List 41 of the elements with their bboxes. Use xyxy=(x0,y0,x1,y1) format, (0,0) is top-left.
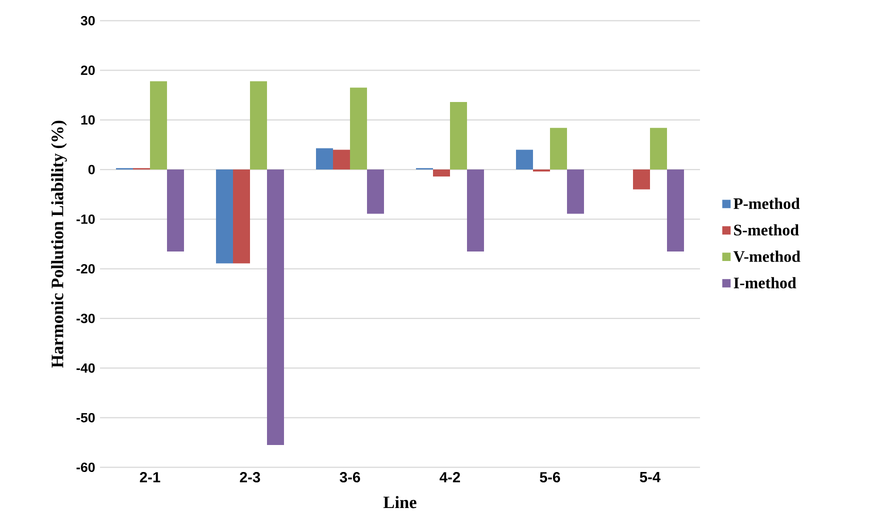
legend-label: V-method xyxy=(733,250,800,262)
legend-label: P-method xyxy=(734,198,800,210)
x-tick-label: 5-4 xyxy=(640,472,661,482)
bar xyxy=(667,170,684,252)
legend-label: I-method xyxy=(734,277,796,288)
bar xyxy=(333,150,350,170)
y-tick-label: 20 xyxy=(80,66,95,76)
bar xyxy=(316,148,334,170)
x-tick-label: 5-6 xyxy=(540,472,560,482)
y-axis-title: Harmonic Pollution Liability (%) xyxy=(51,120,67,368)
y-tick-label: -40 xyxy=(76,363,95,373)
bar xyxy=(350,88,368,170)
legend-label: S-method xyxy=(734,224,799,236)
bar xyxy=(233,170,250,264)
bar xyxy=(216,170,233,264)
bar xyxy=(450,102,467,170)
bar xyxy=(150,81,168,170)
bar xyxy=(467,170,484,252)
x-tick-label: 3-6 xyxy=(340,472,360,482)
bar xyxy=(167,170,184,252)
bar xyxy=(267,170,284,445)
y-tick-label: 10 xyxy=(81,115,95,125)
y-tick-label: -20 xyxy=(76,264,95,274)
y-tick-label: 0 xyxy=(88,164,95,174)
bar xyxy=(633,170,650,190)
x-tick-label: 2-1 xyxy=(140,472,160,482)
bar xyxy=(567,170,584,214)
y-tick-label: -50 xyxy=(76,412,95,422)
y-tick-label: -60 xyxy=(76,462,95,472)
y-tick-label: 30 xyxy=(80,16,95,26)
x-tick-label: 4-2 xyxy=(440,472,460,482)
x-tick-label: 2-3 xyxy=(240,472,260,482)
y-tick-label: -30 xyxy=(76,314,95,324)
bar xyxy=(367,170,384,214)
bar xyxy=(250,81,268,170)
bar xyxy=(516,150,534,170)
bar xyxy=(433,170,450,176)
bar xyxy=(550,128,568,170)
x-axis-title: Line xyxy=(383,496,416,508)
y-tick-label: -10 xyxy=(76,214,95,224)
bar xyxy=(650,128,667,170)
